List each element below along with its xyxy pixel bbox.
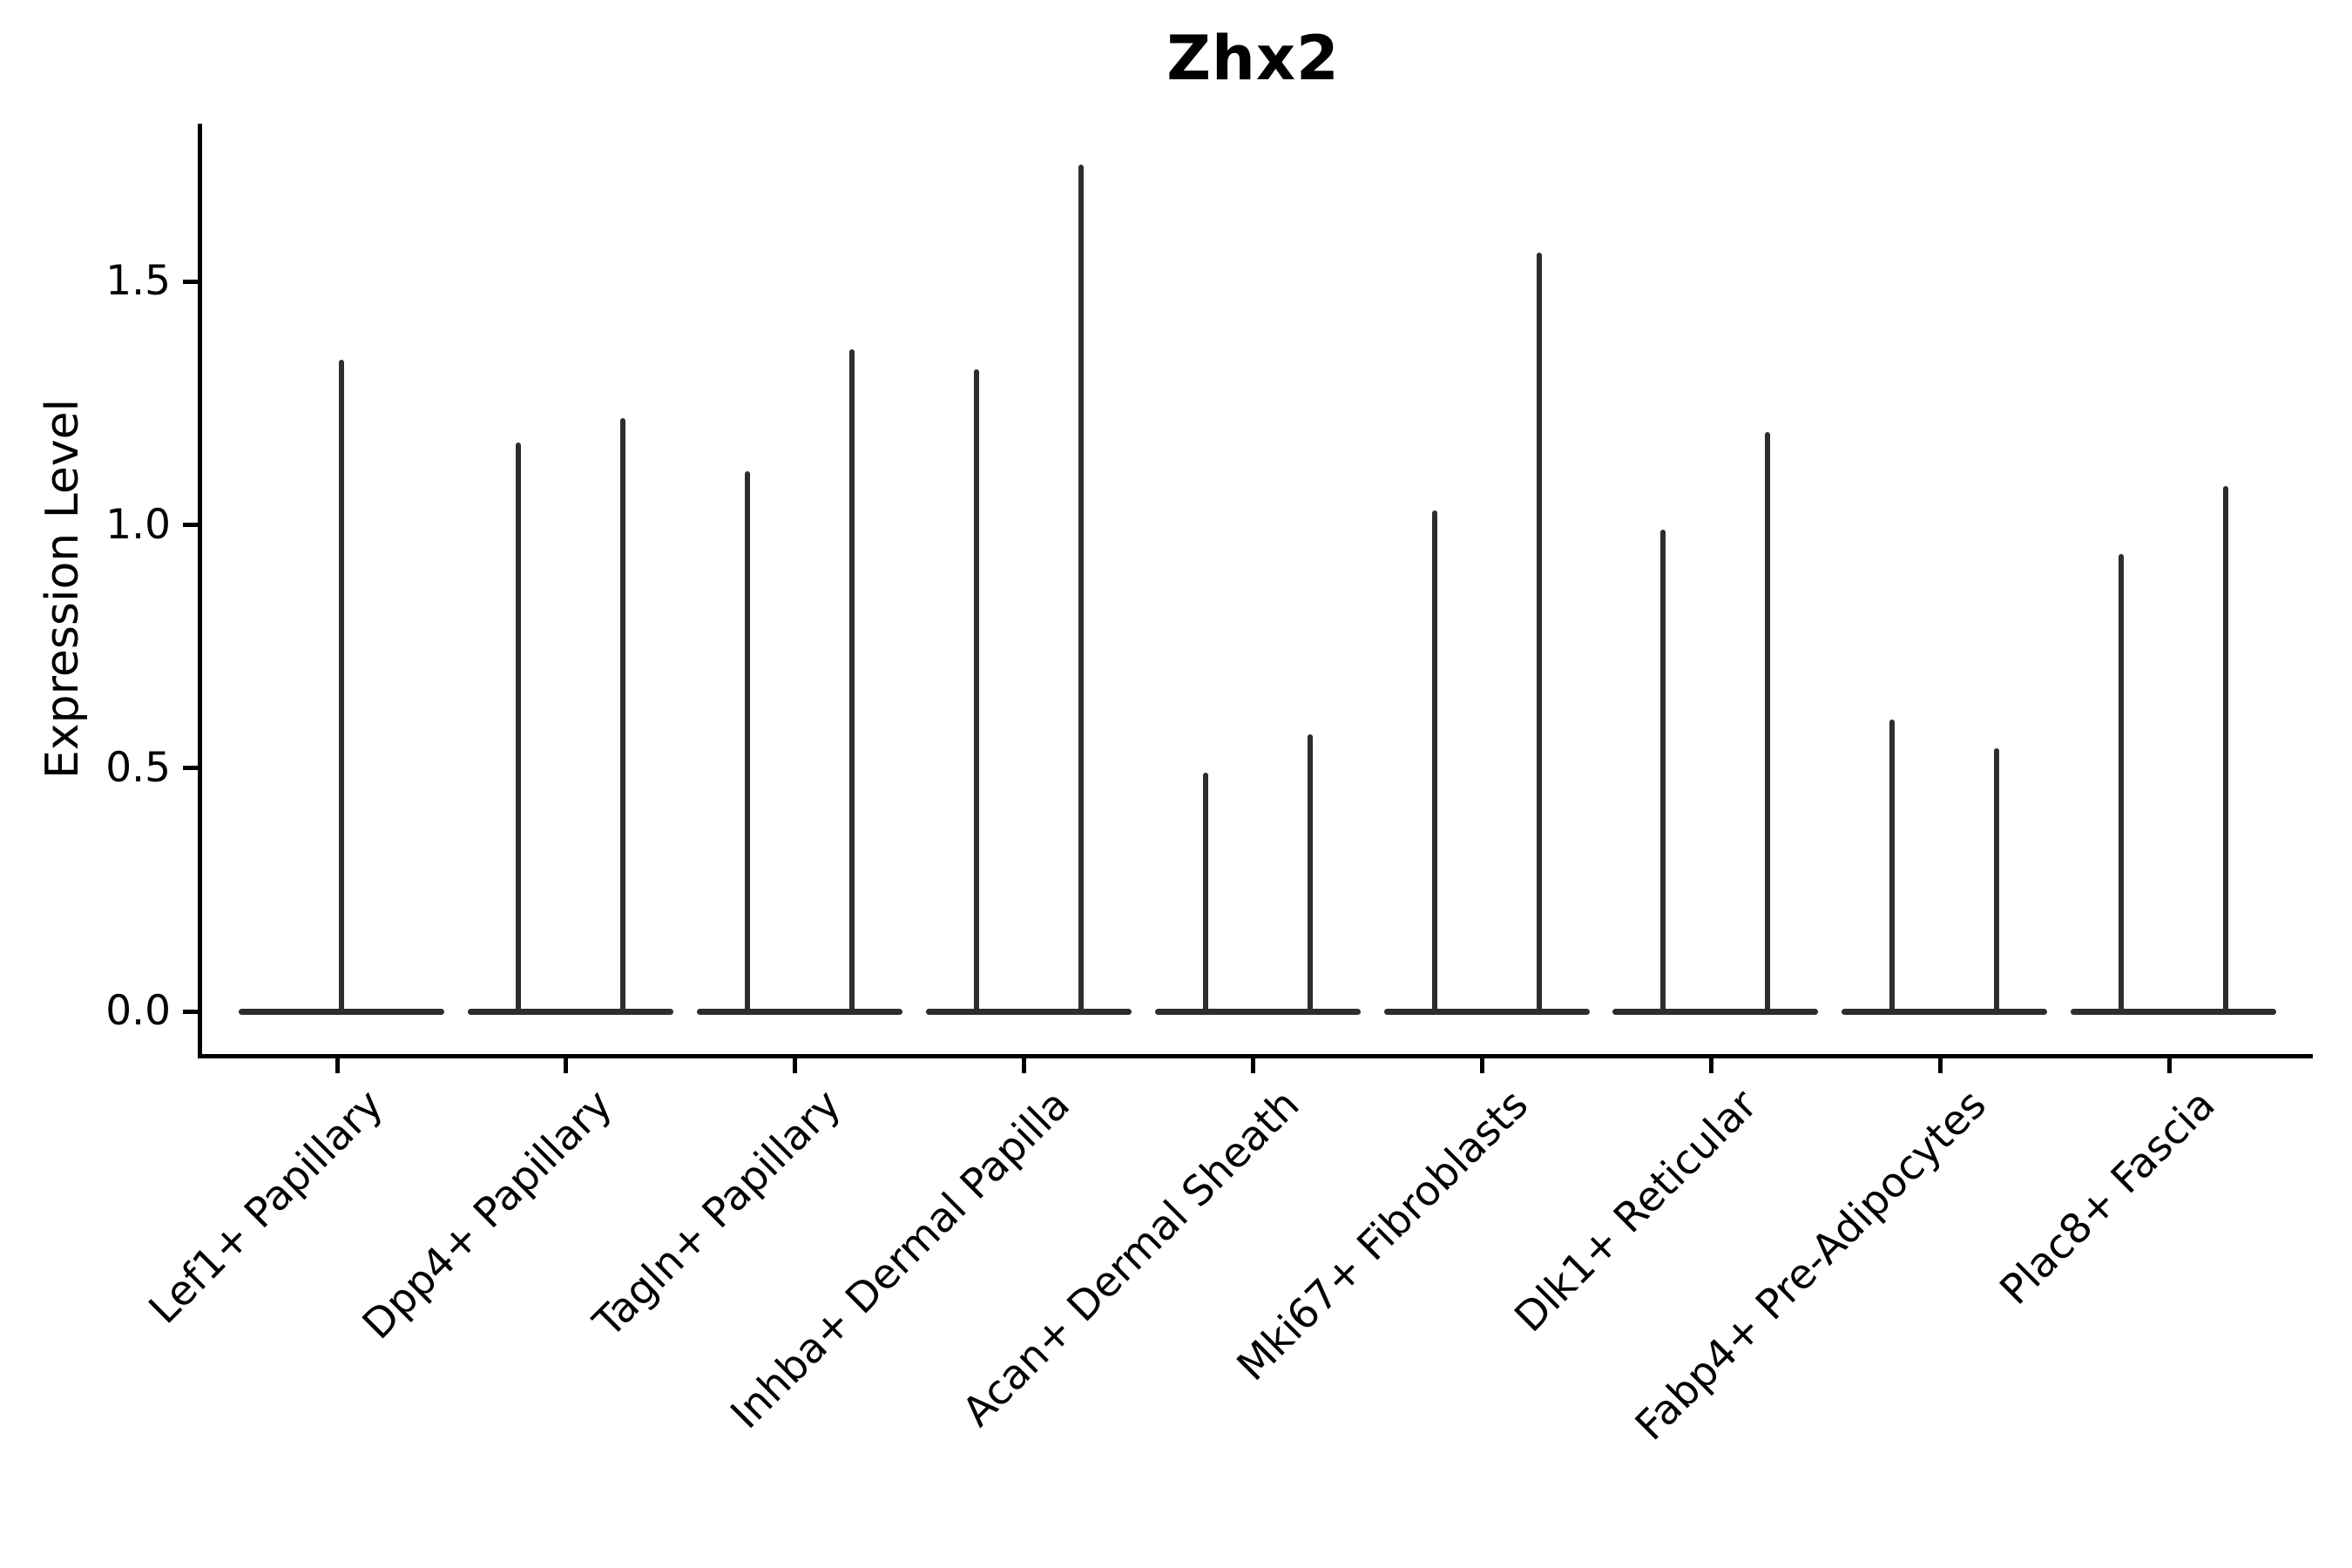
violin-baseline (239, 1008, 444, 1015)
violin-baseline (1154, 1008, 1361, 1015)
violin-spike (339, 359, 344, 1011)
x-axis-tick (335, 1058, 340, 1073)
x-axis-tick (2166, 1058, 2172, 1073)
y-axis-tick (183, 1009, 198, 1014)
y-axis-tick (183, 766, 198, 771)
violin-baseline (696, 1008, 902, 1015)
x-category-label: Lef1+ Papillary (139, 1080, 393, 1334)
violin-spike (1431, 510, 1437, 1011)
violin-spike (848, 349, 855, 1011)
x-axis-tick (1251, 1058, 1256, 1073)
x-category-label: Dpp4+ Papillary (353, 1080, 622, 1349)
violin-baseline (467, 1008, 673, 1015)
violin-baseline (1383, 1008, 1590, 1015)
x-axis-tick (1937, 1058, 1943, 1073)
violin-spike (1994, 748, 2000, 1011)
violin-spike (1078, 165, 1084, 1011)
violin-spike (1202, 773, 1208, 1011)
violin-spike (515, 442, 521, 1011)
x-category-label: Dlk1+ Reticular (1505, 1080, 1767, 1342)
x-axis-tick (793, 1058, 798, 1073)
violin-baseline (925, 1008, 1132, 1015)
x-axis-tick (1480, 1058, 1484, 1073)
y-axis-label: Expression Level (37, 398, 89, 780)
x-axis-tick (1022, 1058, 1027, 1073)
x-axis-tick (1708, 1058, 1713, 1073)
plot-area (198, 124, 2313, 1058)
violin-spike (744, 471, 750, 1011)
violin-spike (2223, 485, 2229, 1011)
y-tick-label-0.0: 0.0 (105, 987, 171, 1035)
violin-spike (1660, 530, 1666, 1011)
violin-baseline (2071, 1008, 2277, 1015)
violin-spike (1765, 432, 1771, 1011)
x-category-label: Tagln+ Papillary (585, 1080, 851, 1347)
violin-spike (1889, 719, 1896, 1011)
chart-title: Zhx2 (1166, 23, 1340, 94)
violin-spike (973, 368, 979, 1011)
violin-spike (619, 417, 625, 1011)
violin-spike (2119, 554, 2125, 1011)
y-tick-label-1.0: 1.0 (105, 500, 171, 549)
violin-baseline (1612, 1008, 1819, 1015)
y-tick-label-1.5: 1.5 (105, 257, 171, 306)
violin-spike (1536, 252, 1542, 1011)
x-axis-tick (564, 1058, 569, 1073)
y-tick-label-0.5: 0.5 (105, 743, 171, 792)
x-category-label: Plac8+ Fascia (1990, 1080, 2225, 1315)
violin-baseline (1842, 1008, 2048, 1015)
violin-spike (1307, 733, 1313, 1011)
y-axis-tick (183, 279, 198, 284)
y-axis-tick (183, 523, 198, 527)
